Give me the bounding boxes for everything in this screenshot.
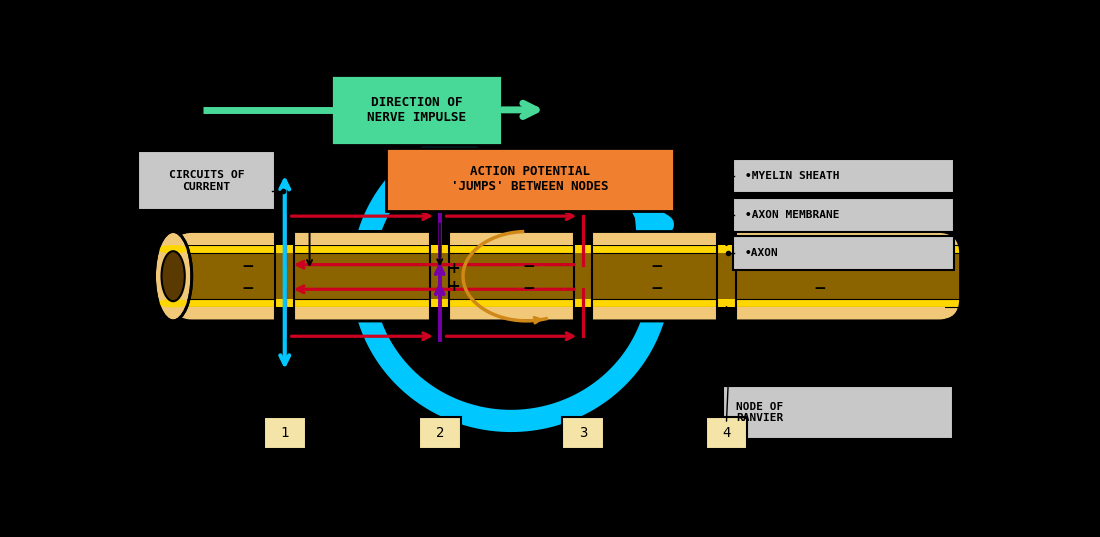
Bar — [170, 253, 960, 299]
FancyBboxPatch shape — [139, 151, 275, 210]
Bar — [275, 245, 294, 253]
Text: 3: 3 — [579, 426, 587, 440]
FancyBboxPatch shape — [419, 417, 461, 449]
Bar — [574, 253, 593, 299]
FancyBboxPatch shape — [562, 417, 604, 449]
Text: −: − — [241, 281, 254, 296]
FancyBboxPatch shape — [385, 148, 674, 211]
Text: +: + — [448, 261, 460, 276]
Bar — [717, 245, 736, 253]
Bar — [430, 228, 449, 324]
Text: +: + — [584, 330, 597, 345]
FancyBboxPatch shape — [170, 231, 960, 321]
Text: 1: 1 — [280, 426, 289, 440]
Bar — [170, 299, 960, 307]
Bar — [186, 307, 275, 321]
Bar — [430, 253, 449, 299]
FancyBboxPatch shape — [733, 159, 955, 193]
Bar — [275, 228, 294, 324]
Ellipse shape — [154, 231, 191, 321]
Text: −: − — [522, 259, 536, 274]
Bar — [717, 228, 736, 324]
Text: 2: 2 — [436, 426, 444, 440]
FancyBboxPatch shape — [331, 75, 502, 144]
Text: •MYELIN SHEATH: •MYELIN SHEATH — [745, 171, 839, 181]
Bar — [593, 231, 717, 245]
Text: DIRECTION OF
NERVE IMPULSE: DIRECTION OF NERVE IMPULSE — [367, 96, 466, 124]
Ellipse shape — [162, 251, 185, 301]
Text: −: − — [241, 259, 254, 274]
Bar — [294, 231, 430, 245]
Bar — [574, 245, 593, 253]
Text: −: − — [813, 281, 826, 296]
Text: −: − — [813, 259, 826, 274]
Bar — [170, 245, 960, 253]
Bar — [430, 245, 449, 253]
Text: −: − — [433, 335, 447, 350]
Text: +: + — [448, 279, 460, 294]
Bar — [736, 307, 945, 321]
Bar — [449, 307, 574, 321]
Bar — [275, 253, 294, 299]
Bar — [294, 307, 430, 321]
Bar — [736, 231, 945, 245]
FancyBboxPatch shape — [724, 386, 953, 439]
Bar — [170, 299, 960, 307]
Bar — [717, 299, 736, 307]
Bar — [170, 245, 960, 253]
Text: CIRCUITS OF
CURRENT: CIRCUITS OF CURRENT — [168, 170, 244, 192]
Bar — [186, 231, 275, 245]
Text: NODE OF
RANVIER: NODE OF RANVIER — [736, 402, 783, 423]
Bar — [593, 307, 717, 321]
Ellipse shape — [157, 299, 189, 307]
FancyBboxPatch shape — [264, 417, 306, 449]
Ellipse shape — [157, 245, 189, 253]
Text: •AXON: •AXON — [745, 248, 779, 258]
FancyBboxPatch shape — [705, 417, 747, 449]
Bar — [574, 228, 593, 324]
Bar — [449, 231, 574, 245]
Text: −: − — [650, 281, 663, 296]
Text: •AXON MEMBRANE: •AXON MEMBRANE — [745, 209, 839, 220]
Bar — [275, 299, 294, 307]
Bar — [717, 253, 736, 299]
Bar — [430, 299, 449, 307]
FancyBboxPatch shape — [733, 198, 955, 231]
Text: 4: 4 — [723, 426, 730, 440]
Text: −: − — [650, 259, 663, 274]
FancyBboxPatch shape — [733, 236, 955, 270]
Text: ACTION POTENTIAL
'JUMPS' BETWEEN NODES: ACTION POTENTIAL 'JUMPS' BETWEEN NODES — [451, 165, 608, 193]
Text: −: − — [522, 281, 536, 296]
Bar — [574, 299, 593, 307]
